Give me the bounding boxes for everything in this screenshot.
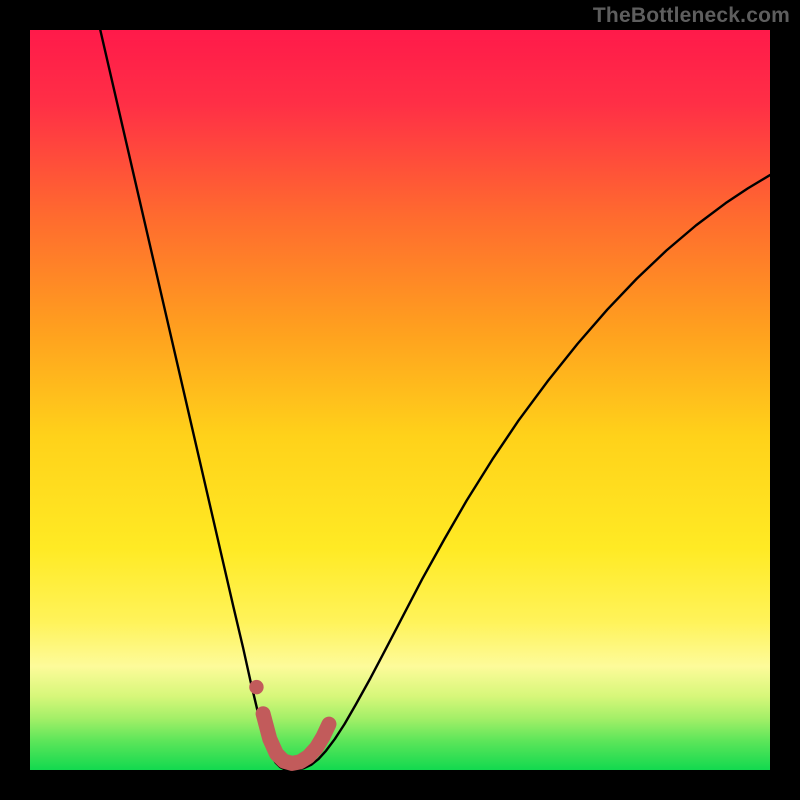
chart-svg [0,0,800,800]
valley-marker-dot [249,680,263,694]
plot-gradient [30,30,770,770]
chart-stage: TheBottleneck.com [0,0,800,800]
watermark-text: TheBottleneck.com [593,4,790,28]
